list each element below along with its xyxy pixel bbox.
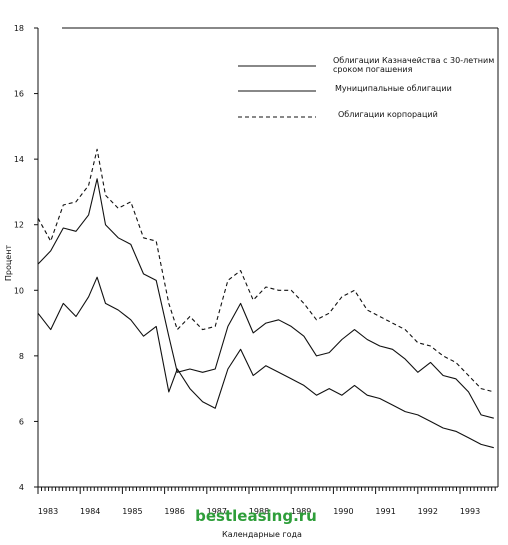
legend-label-1: сроком погашения (333, 65, 413, 74)
x-tick-label: 1989 (291, 507, 311, 516)
legend-label-1: Облигации Казначейства с 30-летним (333, 56, 494, 65)
y-tick-label: 18 (14, 24, 24, 33)
y-tick-label: 16 (14, 90, 24, 99)
axes (37, 27, 499, 488)
watermark: bestleasing.ru (195, 507, 317, 525)
x-tick-label: 1992 (418, 507, 438, 516)
y-tick-label: 12 (14, 221, 24, 230)
legend-label-2: Муниципальные облигации (335, 84, 452, 93)
x-ticks: 1983 1984 1985 1986 1987 1988 1989 1990 1991 1992… (37, 487, 496, 516)
series-layer (37, 148, 494, 449)
y-tick-label: 8 (19, 352, 24, 361)
x-tick-label: 1990 (333, 507, 353, 516)
x-tick-label: 1984 (80, 507, 100, 516)
series-line-1 (37, 178, 494, 419)
series-line-2 (37, 276, 494, 449)
x-axis-title: Календарные года (222, 530, 302, 539)
legend-label-3: Облигации корпораций (338, 110, 438, 119)
y-tick-label: 10 (14, 286, 24, 295)
x-tick-label: 1983 (38, 507, 58, 516)
y-tick-label: 14 (14, 155, 24, 164)
x-tick-label: 1993 (460, 507, 480, 516)
x-tick-label: 1988 (249, 507, 269, 516)
y-axis-title: Процент (4, 245, 13, 282)
y-ticks: 4 6 8 10 12 14 16 18 (14, 24, 38, 492)
x-tick-label: 1987 (207, 507, 227, 516)
x-tick-label: 1986 (164, 507, 184, 516)
x-tick-label: 1991 (375, 507, 395, 516)
series-line-3 (37, 148, 494, 393)
y-tick-label: 6 (19, 417, 24, 426)
legend: Облигации Казначейства с 30-летнимсроком… (238, 56, 494, 119)
y-tick-label: 4 (19, 483, 24, 492)
x-tick-label: 1985 (122, 507, 142, 516)
